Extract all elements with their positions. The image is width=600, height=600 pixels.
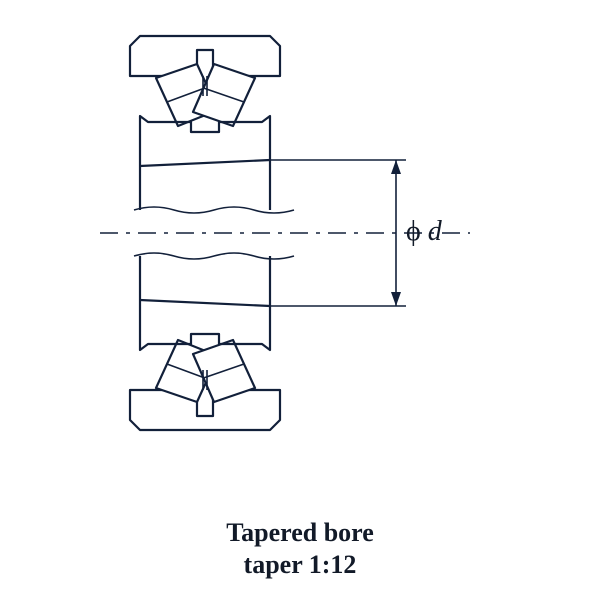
diameter-d-label: ϕ d [406, 216, 443, 247]
caption-line-2: taper 1:12 [0, 550, 600, 580]
bearing-cross-section-diagram: ϕ d [0, 0, 600, 480]
caption-line-1: Tapered bore [0, 518, 600, 548]
